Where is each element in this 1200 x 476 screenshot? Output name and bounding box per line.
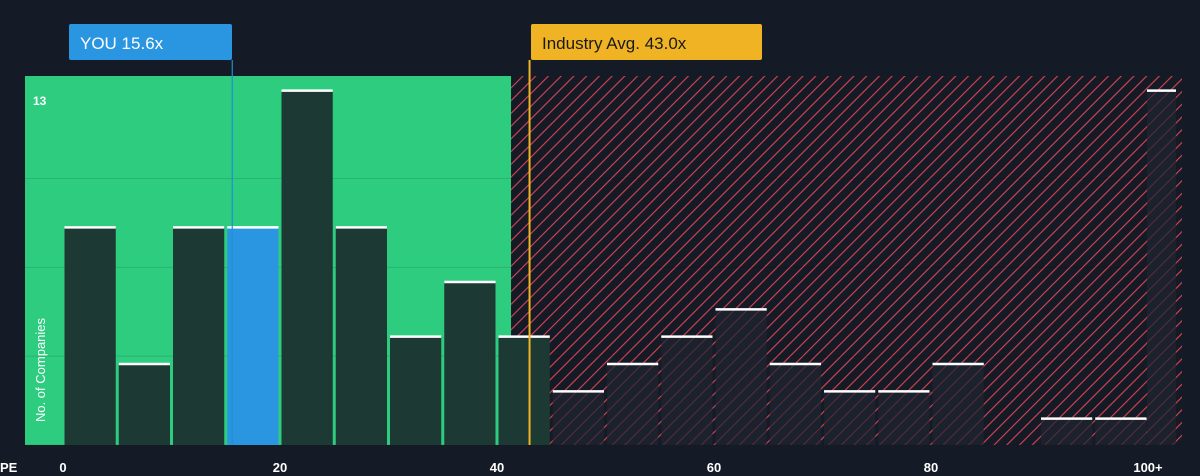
histogram-bar	[715, 308, 767, 445]
histogram-bar	[1041, 417, 1093, 445]
x-tick-label: 20	[273, 460, 287, 475]
histogram-bar	[932, 363, 984, 445]
histogram-bar	[444, 281, 496, 445]
industry-average-label: Industry Avg. 43.0x	[542, 34, 687, 53]
histogram-bars	[64, 89, 1176, 446]
x-tick-label: 40	[490, 460, 504, 475]
x-axis-label: PE	[0, 460, 18, 475]
histogram-bar	[1095, 417, 1147, 445]
histogram-bar	[118, 363, 170, 445]
histogram-bar	[335, 226, 387, 445]
histogram-bar	[227, 226, 279, 445]
histogram-bar	[552, 390, 604, 445]
you-callout	[69, 24, 232, 60]
histogram-bar	[281, 89, 333, 446]
x-tick-label: 80	[924, 460, 938, 475]
histogram-bar	[498, 335, 550, 445]
histogram-bar	[64, 226, 116, 445]
x-tick-label: 60	[707, 460, 721, 475]
histogram-bar	[661, 335, 713, 445]
you-marker: YOU 15.6x	[69, 24, 233, 445]
industry-average-marker: Industry Avg. 43.0x	[528, 24, 762, 445]
x-axis-ticks: 0 20 40 60 80 100+	[59, 460, 1163, 475]
y-axis-label: No. of Companies	[33, 317, 48, 422]
histogram-bar	[878, 390, 930, 445]
x-tick-label: 0	[59, 460, 66, 475]
industry-average-callout	[531, 24, 762, 60]
you-callout-label: YOU 15.6x	[80, 34, 164, 53]
histogram-bar	[1147, 89, 1176, 446]
x-tick-label: 100+	[1133, 460, 1163, 475]
histogram-bar	[607, 363, 659, 445]
y-max-label: 13	[33, 94, 47, 108]
histogram-bar	[769, 363, 821, 445]
histogram-bar	[390, 335, 442, 445]
histogram-bar	[824, 390, 876, 445]
histogram-bar	[173, 226, 225, 445]
